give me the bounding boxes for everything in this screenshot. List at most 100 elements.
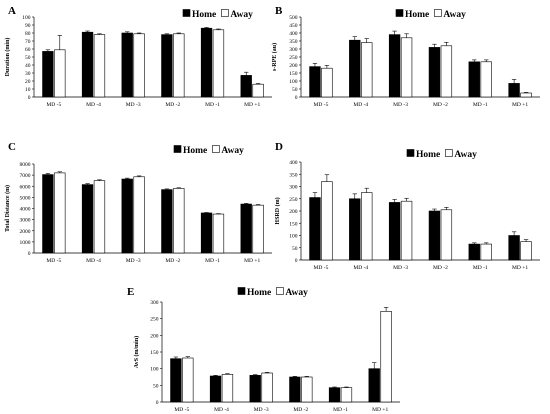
- y-tick-label: 150: [289, 221, 298, 227]
- legend: Home Away: [406, 149, 477, 160]
- x-tick-label: MD -1: [205, 102, 220, 108]
- bar-home-mdm1: [328, 387, 341, 403]
- bar-home-mdp1: [368, 368, 380, 403]
- x-tick-label: MD -5: [314, 102, 329, 108]
- legend-swatch-home: [173, 145, 182, 153]
- x-tick-label: MD -4: [86, 258, 101, 264]
- y-tick-label: 50: [292, 87, 298, 93]
- x-tick-label: MD -3: [393, 102, 408, 108]
- bar-away-mdm1: [480, 243, 492, 261]
- bar-away-mdp1: [252, 83, 264, 98]
- y-tick-label: 0: [28, 95, 31, 101]
- y-tick-label: 1000: [20, 240, 31, 246]
- bar-home-mdm3: [121, 32, 133, 98]
- y-tick-label: 40: [25, 63, 31, 69]
- bar-home-mdp1: [508, 235, 520, 261]
- x-tick-label: MD -3: [393, 265, 408, 271]
- x-tick-label: MD +1: [372, 407, 388, 413]
- y-tick-label: 60: [25, 47, 31, 53]
- bar-away-mdm2: [440, 45, 453, 98]
- bar-home-mdm4: [81, 184, 94, 254]
- bar-home-mdm2: [161, 189, 173, 254]
- panel-letter: B: [275, 5, 283, 17]
- x-tick-label: MD -1: [333, 407, 348, 413]
- bar-away-mdm3: [400, 200, 413, 261]
- bar-away-mdm4: [361, 192, 373, 261]
- legend-label-away: Away: [454, 150, 477, 160]
- y-axis-label: HSRD (m): [274, 197, 281, 224]
- chart-panel-c: C 0 1000 2000 3000 4000 5000 6000 7000 8000 Total …: [4, 141, 272, 264]
- legend-label-away: Away: [443, 10, 466, 20]
- y-tick-label: 450: [289, 23, 298, 29]
- legend-label-away: Away: [221, 146, 244, 156]
- bar-away-mdm3: [400, 37, 413, 98]
- x-tick-label: MD -1: [205, 258, 220, 264]
- y-tick-label: 350: [289, 172, 298, 178]
- legend-label-home: Home: [183, 146, 207, 156]
- bar-away-mdp1: [380, 311, 392, 403]
- bar-away-mdm3: [133, 33, 145, 98]
- bar-home-mdm5: [309, 197, 321, 261]
- x-tick-label: MD -1: [473, 102, 488, 108]
- y-tick-label: 4000: [20, 207, 31, 213]
- panel-letter: D: [275, 141, 283, 153]
- legend: Home Away: [395, 9, 466, 20]
- bar-home-mdm2: [289, 376, 301, 403]
- x-tick-label: MD -2: [433, 102, 448, 108]
- x-tick-label: MD -3: [254, 407, 269, 413]
- y-tick-label: 50: [292, 246, 298, 252]
- bar-home-mdm5: [42, 51, 54, 98]
- y-tick-label: 100: [150, 367, 159, 373]
- legend-label-home: Home: [192, 10, 216, 20]
- y-tick-label: 300: [289, 47, 298, 53]
- y-tick-label: 500: [289, 15, 298, 21]
- legend-swatch-away: [221, 9, 229, 17]
- y-tick-label: 100: [22, 15, 31, 21]
- y-tick-label: 2000: [20, 229, 31, 235]
- bar-away-mdm5: [321, 67, 333, 98]
- chart-panel-b: B 0 50 100 150 200 250 300 350 400 450 500 s-RPE (au…: [271, 5, 540, 108]
- bar-away-mdm2: [173, 33, 185, 98]
- bar-away-mdp1: [520, 241, 532, 261]
- bar-away-mdm3: [133, 176, 145, 254]
- y-tick-label: 150: [150, 350, 159, 356]
- bar-home-mdm4: [349, 198, 361, 261]
- x-tick-label: MD -4: [86, 102, 101, 108]
- legend-swatch-away: [212, 145, 220, 153]
- x-tick-label: MD -4: [353, 102, 368, 108]
- y-tick-label: 10: [25, 87, 31, 93]
- chart-panel-a: A 0 10 20 30 40 50 60 70 80 90 100 Duration (min) MD …: [4, 5, 272, 108]
- legend-swatch-home: [395, 9, 404, 17]
- bar-home-mdm3: [388, 202, 401, 261]
- bar-away-mdm3: [261, 372, 273, 403]
- x-tick-label: MD -2: [165, 258, 180, 264]
- y-tick-label: 300: [289, 185, 298, 191]
- y-tick-label: 5000: [20, 195, 31, 201]
- x-tick-label: MD -3: [126, 258, 141, 264]
- bar-home-mdm5: [42, 174, 54, 254]
- y-axis-label: AvS (m/min): [133, 336, 140, 368]
- x-tick-label: MD +1: [244, 102, 260, 108]
- y-tick-label: 250: [289, 197, 298, 203]
- bar-away-mdm5: [182, 357, 194, 403]
- legend-label-home: Home: [405, 10, 429, 20]
- bar-home-mdm3: [249, 375, 261, 403]
- y-tick-label: 90: [25, 23, 31, 29]
- bar-away-mdm1: [480, 61, 492, 98]
- bar-away-mdm2: [173, 188, 185, 254]
- legend-label-away: Away: [230, 10, 253, 20]
- bar-home-mdm4: [209, 375, 222, 403]
- bar-away-mdm2: [440, 209, 453, 261]
- y-tick-label: 300: [150, 300, 159, 306]
- bar-home-mdm1: [468, 61, 480, 98]
- bar-home-mdm1: [200, 212, 213, 254]
- panel-letter: A: [8, 5, 16, 17]
- bar-home-mdp1: [240, 203, 252, 254]
- bar-home-mdm5: [309, 66, 321, 98]
- legend-swatch-away: [434, 9, 442, 17]
- legend-label-home: Home: [247, 288, 271, 298]
- bar-away-mdm2: [301, 376, 313, 403]
- panel-letter: E: [127, 286, 134, 298]
- bar-home-mdm1: [200, 27, 213, 98]
